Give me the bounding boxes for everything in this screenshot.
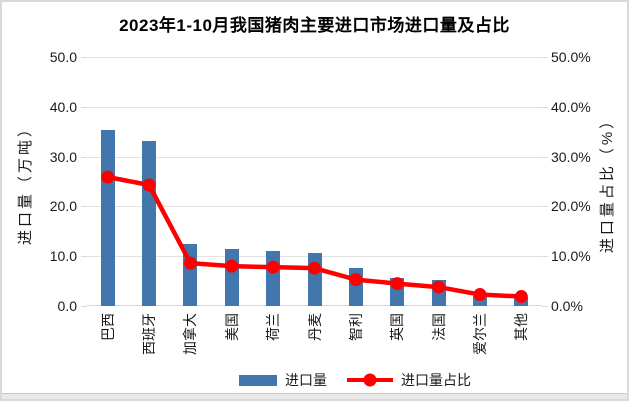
x-axis-label-text: 英国	[389, 313, 406, 341]
right-axis-tick	[542, 106, 548, 108]
right-axis-tick-label: 30.0%	[551, 148, 591, 165]
line-marker-美国	[225, 259, 239, 273]
legend: 进口量 进口量占比	[239, 370, 471, 390]
left-axis-tick-label: 30.0	[49, 148, 77, 165]
chart-title: 2023年1-10月我国猪肉主要进口市场进口量及占比	[119, 16, 510, 35]
right-axis-tick	[542, 256, 548, 258]
x-axis-label-text: 加拿大	[182, 313, 199, 355]
gridline	[87, 106, 542, 108]
line-marker-智利	[349, 273, 363, 287]
x-axis-label-text: 巴西	[99, 313, 116, 341]
left-axis-tick	[81, 256, 87, 258]
left-axis-tick	[81, 106, 87, 108]
gridline	[87, 206, 542, 208]
left-axis-title-text: 进口量（万吨）	[17, 118, 34, 246]
x-axis-label-text: 其他	[513, 313, 530, 341]
right-axis-tick	[542, 156, 548, 158]
right-axis-title-text: 进口量占比（%）	[599, 110, 616, 254]
left-axis-tick	[81, 306, 87, 307]
left-axis-tick-label: 10.0	[49, 248, 77, 265]
left-axis-tick-label: 20.0	[49, 198, 77, 215]
left-axis-tick	[81, 206, 87, 208]
right-axis-tick-label: 20.0%	[551, 198, 591, 215]
line-marker-英国	[390, 277, 404, 291]
line-marker-巴西	[101, 170, 115, 184]
legend-bar-swatch	[239, 374, 277, 386]
x-axis-label-text: 爱尔兰	[471, 313, 488, 355]
left-axis-tick-label: 50.0	[49, 49, 77, 65]
right-axis-tick-label: 50.0%	[551, 49, 591, 65]
gridline	[87, 57, 542, 58]
line-marker-西班牙	[142, 178, 156, 192]
line-marker-法国	[432, 280, 446, 294]
x-axis-label-text: 丹麦	[306, 313, 323, 341]
left-axis-tick-label: 40.0	[49, 98, 77, 115]
x-axis-label-text: 法国	[430, 313, 447, 341]
x-axis-label-text: 西班牙	[141, 313, 158, 355]
x-axis-label-text: 美国	[223, 313, 240, 341]
right-axis-tick-label: 10.0%	[551, 248, 591, 265]
plot-area	[87, 57, 542, 306]
x-axis-label-text: 荷兰	[265, 313, 282, 341]
bottom-strip	[2, 393, 627, 399]
line-marker-荷兰	[266, 260, 280, 274]
line-series	[101, 170, 528, 304]
legend-line-dot-icon	[363, 373, 377, 387]
left-axis-tick	[81, 156, 87, 158]
line-marker-丹麦	[308, 261, 321, 275]
left-axis-tick	[81, 57, 87, 58]
legend-line-label: 进口量占比	[401, 372, 471, 388]
legend-line-swatch	[347, 373, 393, 387]
right-axis-tick	[542, 57, 548, 58]
right-axis-tick-label: 40.0%	[551, 98, 591, 115]
gridline	[87, 156, 542, 158]
line-marker-其他	[514, 290, 528, 304]
line-path	[107, 174, 522, 299]
right-axis-tick	[542, 206, 548, 208]
legend-bar-label: 进口量	[285, 372, 327, 388]
right-axis-tick-label: 0.0%	[551, 298, 583, 314]
line-marker-爱尔兰	[473, 288, 487, 302]
line-marker-加拿大	[183, 256, 197, 270]
right-axis-tick	[542, 306, 548, 307]
x-axis-label-text: 智利	[347, 313, 364, 341]
left-axis-tick-label: 0.0	[57, 298, 77, 314]
